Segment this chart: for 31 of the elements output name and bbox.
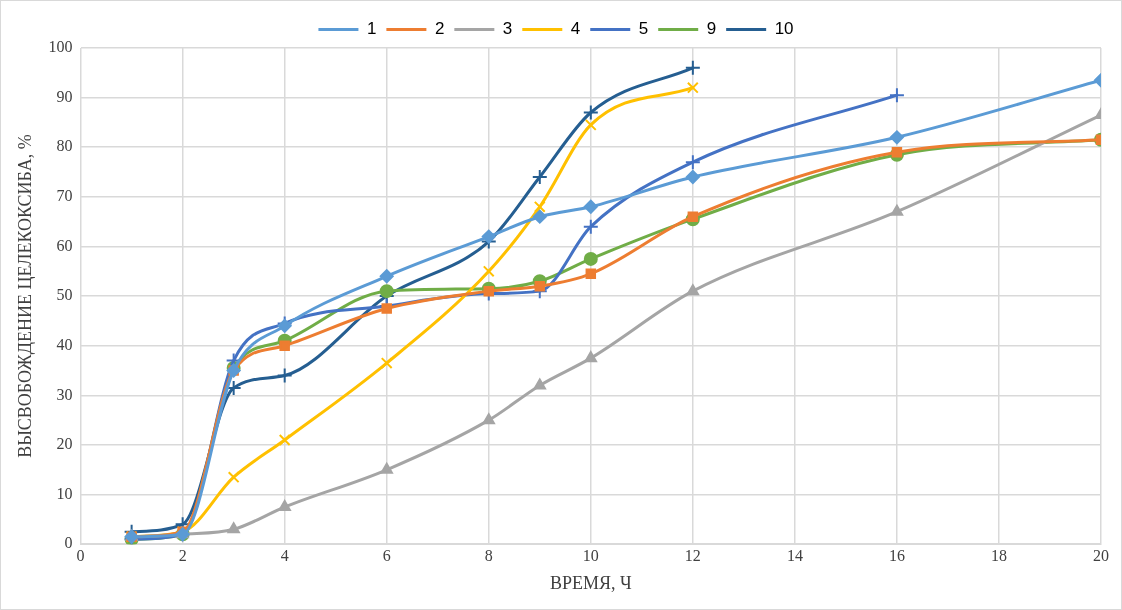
y-tick-label: 60 xyxy=(56,236,73,254)
y-tick-label: 100 xyxy=(48,38,73,56)
x-tick-label: 4 xyxy=(280,547,289,564)
legend-label: 1 xyxy=(366,19,377,39)
legend-label: 2 xyxy=(434,19,445,39)
x-tick-label: 12 xyxy=(684,547,701,564)
legend-label: 4 xyxy=(570,19,581,39)
y-tick-label: 90 xyxy=(56,87,73,105)
x-tick-label: 8 xyxy=(484,547,493,564)
y-tick-label: 20 xyxy=(56,435,73,453)
x-tick-label: 18 xyxy=(990,547,1007,564)
y-tick-label: 40 xyxy=(56,335,73,353)
x-tick-label: 2 xyxy=(178,547,187,564)
y-axis-title: ВЫСВОБОЖДЕНИЕ ЦЕЛЕКОКСИБА, % xyxy=(14,134,35,458)
x-tick-label: 0 xyxy=(76,547,85,564)
legend-label: 5 xyxy=(638,19,649,39)
x-tick-label: 16 xyxy=(888,547,905,564)
x-tick-label: 20 xyxy=(1093,547,1109,564)
legend-label: 9 xyxy=(706,19,717,39)
y-tick-label: 50 xyxy=(56,286,73,304)
x-tick-label: 10 xyxy=(582,547,599,564)
legend-label: 10 xyxy=(774,19,794,39)
y-tick-label: 10 xyxy=(56,484,73,502)
x-axis-title: ВРЕМЯ, Ч xyxy=(549,572,632,593)
y-tick-label: 80 xyxy=(56,137,73,155)
y-tick-label: 70 xyxy=(56,187,73,205)
legend-label: 3 xyxy=(502,19,513,39)
y-tick-label: 30 xyxy=(56,385,73,403)
x-tick-label: 14 xyxy=(786,547,803,564)
x-tick-label: 6 xyxy=(382,547,391,564)
y-tick-label: 0 xyxy=(64,534,73,552)
